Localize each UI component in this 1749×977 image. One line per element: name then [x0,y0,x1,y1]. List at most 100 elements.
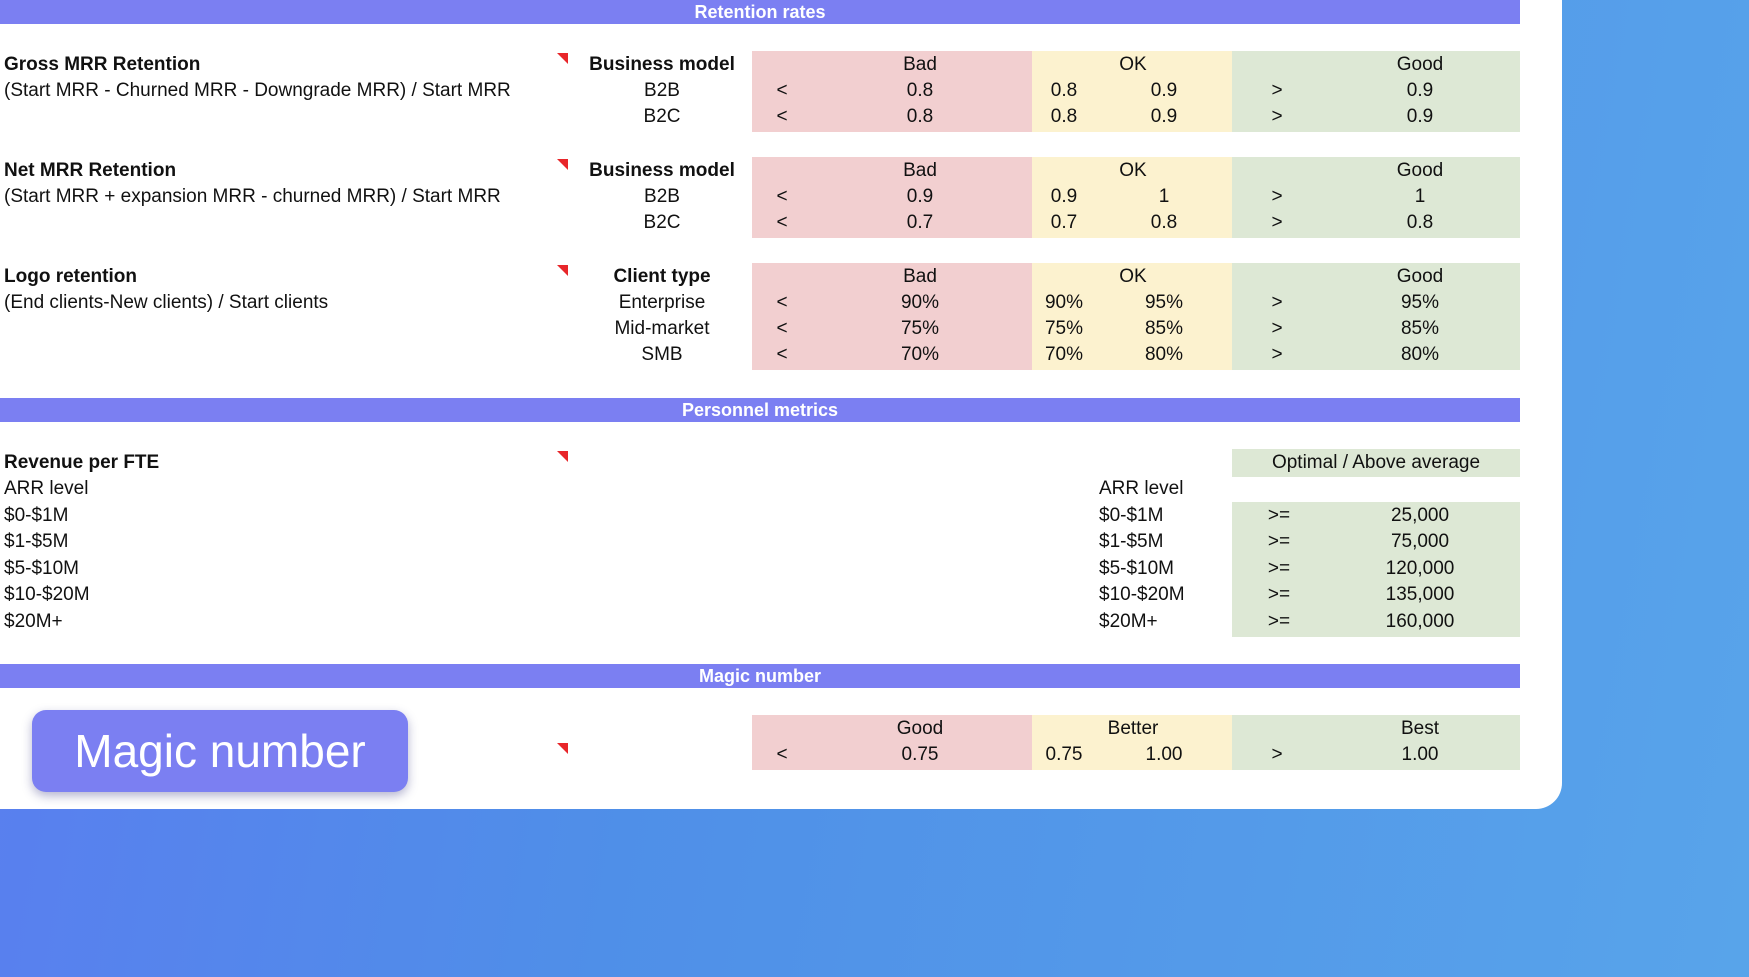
operator-gt: > [1271,292,1283,313]
gross-title: Gross MRR Retention [4,54,201,75]
magic-best-value: 1.00 [1401,744,1439,765]
logo-ok-high: 80% [1144,344,1184,365]
net-formula: (Start MRR + expansion MRR - churned MRR… [4,186,501,207]
gross-ok-low: 0.8 [1050,106,1078,127]
magic-number-caption: Magic number [32,710,408,792]
net-good-value: 0.8 [1406,212,1434,233]
logo-ok-low: 90% [1044,292,1084,313]
magic-good-cell [752,715,1032,770]
net-bad-value: 0.9 [906,186,934,207]
logo-good-value: 85% [1400,318,1440,339]
operator-lt: < [776,318,788,339]
gross-row-label: B2B [644,80,680,101]
net-good-header: Good [1396,160,1444,181]
fte-level: $10-$20M [4,584,90,605]
logo-good-value: 80% [1400,344,1440,365]
comment-flag-icon[interactable] [557,743,568,754]
section-header-retention: Retention rates [0,0,1520,24]
net-title: Net MRR Retention [4,160,177,181]
net-ok-header: OK [1119,160,1147,181]
operator-gte: >= [1267,584,1291,605]
magic-better-low: 0.75 [1045,744,1083,765]
net-bad-header: Bad [903,160,937,181]
fte-title: Revenue per FTE [4,452,160,473]
operator-lt: < [776,80,788,101]
fte-level: $0-$1M [4,505,69,526]
comment-flag-icon[interactable] [557,159,568,170]
logo-row-label: Enterprise [618,292,706,313]
gross-good-value: 0.9 [1406,80,1434,101]
fte-optimal-header-cell [1232,449,1520,477]
net-ok-low: 0.7 [1050,212,1078,233]
gross-ok-cell [1032,51,1232,132]
operator-gte: >= [1267,558,1291,579]
net-bad-cell [752,157,1032,238]
net-model-header: Business model [589,160,735,181]
fte-right-level: $1-$5M [1099,531,1164,552]
magic-best-cell [1232,715,1520,770]
fte-optimal-header: Optimal / Above average [1271,452,1481,473]
logo-title: Logo retention [4,266,137,287]
logo-ok-header: OK [1119,266,1147,287]
logo-ok-high: 95% [1144,292,1184,313]
gross-row-label: B2C [643,106,681,127]
operator-gt: > [1271,186,1283,207]
operator-lt: < [776,186,788,207]
logo-bad-value: 75% [900,318,940,339]
logo-ok-cell [1032,263,1232,370]
gross-bad-value: 0.8 [906,106,934,127]
logo-good-cell [1232,263,1520,370]
logo-good-value: 95% [1400,292,1440,313]
operator-gt: > [1271,744,1283,765]
spreadsheet-sheet: Retention rates Gross MRR Retention (Sta… [0,0,1520,770]
net-good-value: 1 [1414,186,1426,207]
logo-row-label: SMB [641,344,683,365]
gross-bad-cell [752,51,1032,132]
logo-row-label: Mid-market [614,318,710,339]
gross-good-header: Good [1396,54,1444,75]
gross-bad-header: Bad [903,54,937,75]
fte-right-arr-label: ARR level [1099,478,1184,499]
operator-lt: < [776,212,788,233]
logo-ok-low: 70% [1044,344,1084,365]
comment-flag-icon[interactable] [557,265,568,276]
logo-ok-high: 85% [1144,318,1184,339]
logo-ok-low: 75% [1044,318,1084,339]
comment-flag-icon[interactable] [557,451,568,462]
fte-level: $20M+ [4,611,63,632]
operator-gt: > [1271,80,1283,101]
magic-good-header: Good [896,718,944,739]
gross-good-cell [1232,51,1520,132]
operator-gt: > [1271,344,1283,365]
fte-values-cell [1232,502,1520,637]
magic-better-high: 1.00 [1145,744,1183,765]
fte-right-level: $20M+ [1099,611,1158,632]
section-header-personnel: Personnel metrics [0,398,1520,422]
logo-formula: (End clients-New clients) / Start client… [4,292,329,313]
gross-ok-high: 0.9 [1150,80,1178,101]
operator-lt: < [776,106,788,127]
net-good-cell [1232,157,1520,238]
magic-better-cell [1032,715,1232,770]
operator-lt: < [776,292,788,313]
operator-lt: < [776,744,788,765]
fte-value: 120,000 [1385,558,1455,579]
logo-bad-cell [752,263,1032,370]
magic-best-header: Best [1400,718,1440,739]
fte-value: 135,000 [1385,584,1455,605]
operator-gte: >= [1267,505,1291,526]
gross-formula: (Start MRR - Churned MRR - Downgrade MRR… [4,80,511,101]
gross-ok-high: 0.9 [1150,106,1178,127]
operator-lt: < [776,344,788,365]
net-ok-high: 1 [1158,186,1170,207]
gross-model-header: Business model [589,54,735,75]
operator-gte: >= [1267,611,1291,632]
section-header-magic: Magic number [0,664,1520,688]
comment-flag-icon[interactable] [557,53,568,64]
gross-bad-value: 0.8 [906,80,934,101]
net-ok-high: 0.8 [1150,212,1178,233]
net-row-label: B2B [644,186,680,207]
operator-gt: > [1271,318,1283,339]
fte-right-level: $0-$1M [1099,505,1164,526]
logo-bad-header: Bad [903,266,937,287]
